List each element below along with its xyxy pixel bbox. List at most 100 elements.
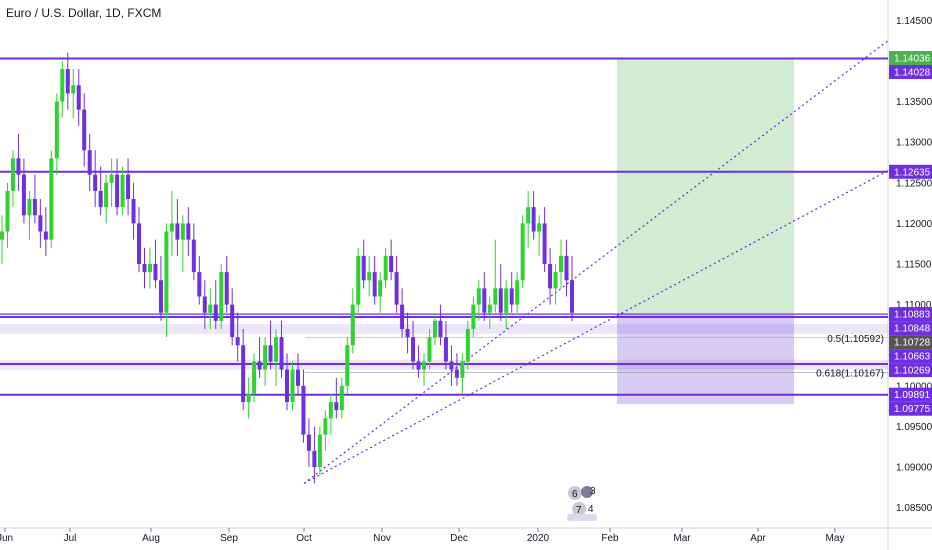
price-tag-label: 1.10269 — [894, 366, 931, 377]
price-tag — [889, 387, 932, 402]
x-tick-label: Jun — [0, 533, 13, 544]
candle-body — [564, 255, 569, 281]
candle-body — [0, 231, 4, 240]
candle-body — [570, 280, 574, 313]
candle-body — [213, 304, 218, 321]
candle-body — [312, 450, 317, 468]
event-badge-icon — [572, 502, 586, 516]
trendline — [303, 40, 889, 484]
loss-zone — [617, 314, 794, 405]
candle-body — [82, 109, 87, 151]
candle-body — [301, 385, 306, 435]
candle-body — [394, 272, 399, 305]
candle-body — [60, 69, 65, 102]
candle-body — [356, 255, 361, 305]
price-tag — [889, 363, 932, 378]
candle-body — [43, 231, 48, 240]
candle-body — [16, 158, 21, 175]
candle-body — [27, 199, 32, 216]
candle-body — [460, 361, 465, 378]
y-tick-label: 1.14500 — [896, 16, 932, 27]
candle-body — [454, 369, 459, 378]
candle-body — [405, 328, 410, 338]
price-tag — [889, 335, 932, 350]
candle-body — [526, 207, 531, 224]
candle-body — [109, 174, 114, 183]
candle-body — [186, 223, 191, 240]
candle-body — [246, 393, 251, 403]
y-tick-label: 1.09500 — [896, 422, 932, 433]
candle-body — [257, 361, 262, 370]
candle-body — [169, 223, 174, 232]
candle-body — [279, 337, 284, 370]
candle-body — [126, 174, 131, 200]
y-tick-label: 1.09000 — [896, 463, 932, 474]
candle-body — [361, 255, 366, 281]
candle-body — [219, 272, 224, 321]
candle-body — [427, 337, 432, 362]
price-tag-label: 1.10728 — [894, 338, 931, 349]
candle-body — [383, 255, 388, 281]
candle-body — [339, 385, 344, 411]
candle-body — [295, 369, 300, 386]
candle-body — [54, 101, 59, 159]
y-tick-label: 1.13500 — [896, 97, 932, 108]
y-tick-label: 1.12500 — [896, 178, 932, 189]
candle-body — [142, 264, 147, 273]
candle-body — [328, 402, 333, 419]
fib-label: 0.5(1.10592) — [827, 334, 884, 345]
x-tick-label: Dec — [450, 533, 468, 544]
y-tick-label: 1.08500 — [896, 503, 932, 514]
candle-body — [334, 402, 339, 411]
candle-body — [202, 296, 207, 313]
price-tag — [889, 401, 932, 416]
event-badge-icon — [581, 486, 593, 498]
candle-body — [164, 231, 169, 313]
candle-body — [548, 264, 553, 289]
candle-body — [422, 361, 427, 370]
candle-body — [285, 369, 289, 403]
candle-body — [306, 434, 311, 451]
price-tag — [889, 64, 932, 79]
candle-body — [378, 280, 383, 297]
price-tag-label: 1.14028 — [894, 67, 931, 78]
candle-body — [509, 288, 514, 305]
candle-body — [449, 361, 454, 370]
event-badge-icon — [568, 486, 582, 500]
candle-body — [10, 158, 15, 191]
x-tick-label: Mar — [673, 533, 691, 544]
event-badge-count: 6 — [572, 489, 578, 500]
candle-body — [137, 223, 142, 264]
profit-zone — [617, 57, 794, 315]
candle-body — [87, 150, 92, 175]
candle-body — [411, 337, 416, 362]
candle-body — [38, 215, 43, 232]
candle-body — [345, 345, 350, 386]
candle-body — [482, 288, 487, 313]
x-tick-label: Aug — [142, 533, 160, 544]
candle-body — [471, 304, 476, 329]
candle-body — [191, 239, 196, 273]
candle-body — [49, 158, 54, 240]
price-tag-label: 1.10848 — [894, 324, 931, 335]
candle-body — [197, 272, 202, 297]
candle-body — [537, 223, 542, 232]
price-tag — [889, 349, 932, 364]
candle-body — [367, 272, 372, 281]
y-tick-label: 1.11500 — [896, 260, 932, 271]
candle-body — [32, 199, 37, 216]
x-tick-label: Oct — [296, 533, 312, 544]
y-tick-label: 1.12000 — [896, 219, 932, 230]
candle-body — [553, 272, 558, 289]
candle-body — [350, 304, 355, 346]
candle-body — [493, 288, 498, 305]
candle-body — [476, 288, 481, 305]
y-tick-label: 1.13000 — [896, 138, 932, 149]
x-tick-label: Apr — [750, 533, 766, 544]
candle-body — [274, 337, 279, 362]
event-badge-count: 7 — [576, 505, 582, 516]
candle-body — [241, 345, 246, 403]
candle-body — [224, 272, 229, 305]
candle-body — [323, 418, 328, 435]
